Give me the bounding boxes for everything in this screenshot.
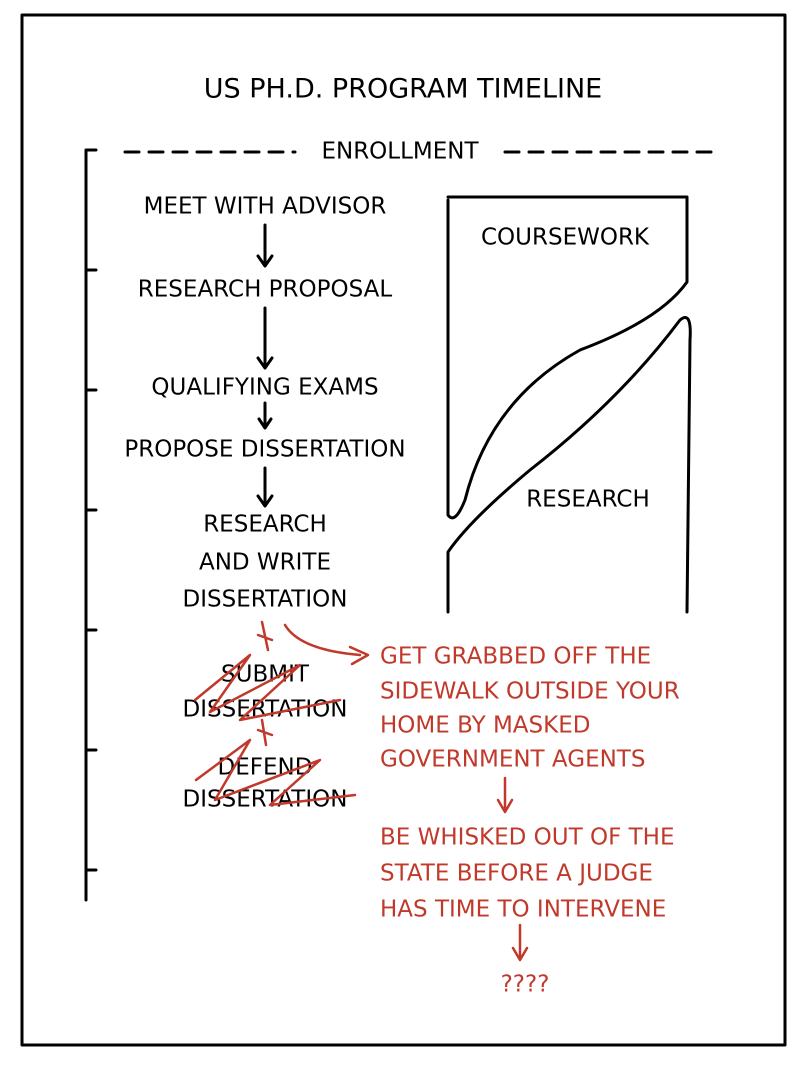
alternate-step-label: ???? — [501, 972, 550, 998]
alternate-step-label: GOVERNMENT AGENTS — [380, 747, 645, 773]
step-label: MEET WITH ADVISOR — [144, 194, 387, 220]
crossed-step-label: DISSERTATION — [183, 697, 348, 723]
alternate-step-label: BE WHISKED OUT OF THE — [380, 825, 675, 851]
step-label: QUALIFYING EXAMS — [151, 375, 378, 401]
alternate-step-label: SIDEWALK OUTSIDE YOUR — [380, 679, 680, 705]
step-label: RESEARCH PROPOSAL — [138, 277, 393, 303]
step-label: AND WRITE — [199, 550, 331, 576]
step-label: RESEARCH — [203, 512, 327, 538]
phase-label: COURSEWORK — [481, 225, 650, 251]
alternate-step-label: GET GRABBED OFF THE — [380, 644, 651, 670]
research-area — [446, 316, 692, 614]
coursework-area — [446, 195, 689, 520]
alternate-steps: GET GRABBED OFF THE SIDEWALK OUTSIDE YOUR… — [380, 644, 680, 998]
panel-border — [20, 13, 787, 1047]
enrollment-label: ENROLLMENT — [321, 139, 479, 165]
red-arrows — [283, 623, 529, 962]
flow-arrows — [256, 223, 274, 508]
alternate-step-label: HAS TIME TO INTERVENE — [380, 897, 666, 923]
step-label: DISSERTATION — [183, 587, 348, 613]
scribble — [193, 620, 357, 807]
title: US PH.D. PROGRAM TIMELINE — [204, 74, 602, 105]
phase-label: RESEARCH — [526, 487, 650, 513]
timeline-axis — [84, 148, 98, 902]
step-label: PROPOSE DISSERTATION — [124, 437, 405, 463]
alternate-step-label: STATE BEFORE A JUDGE — [380, 861, 653, 887]
alternate-step-label: HOME BY MASKED — [380, 713, 590, 739]
